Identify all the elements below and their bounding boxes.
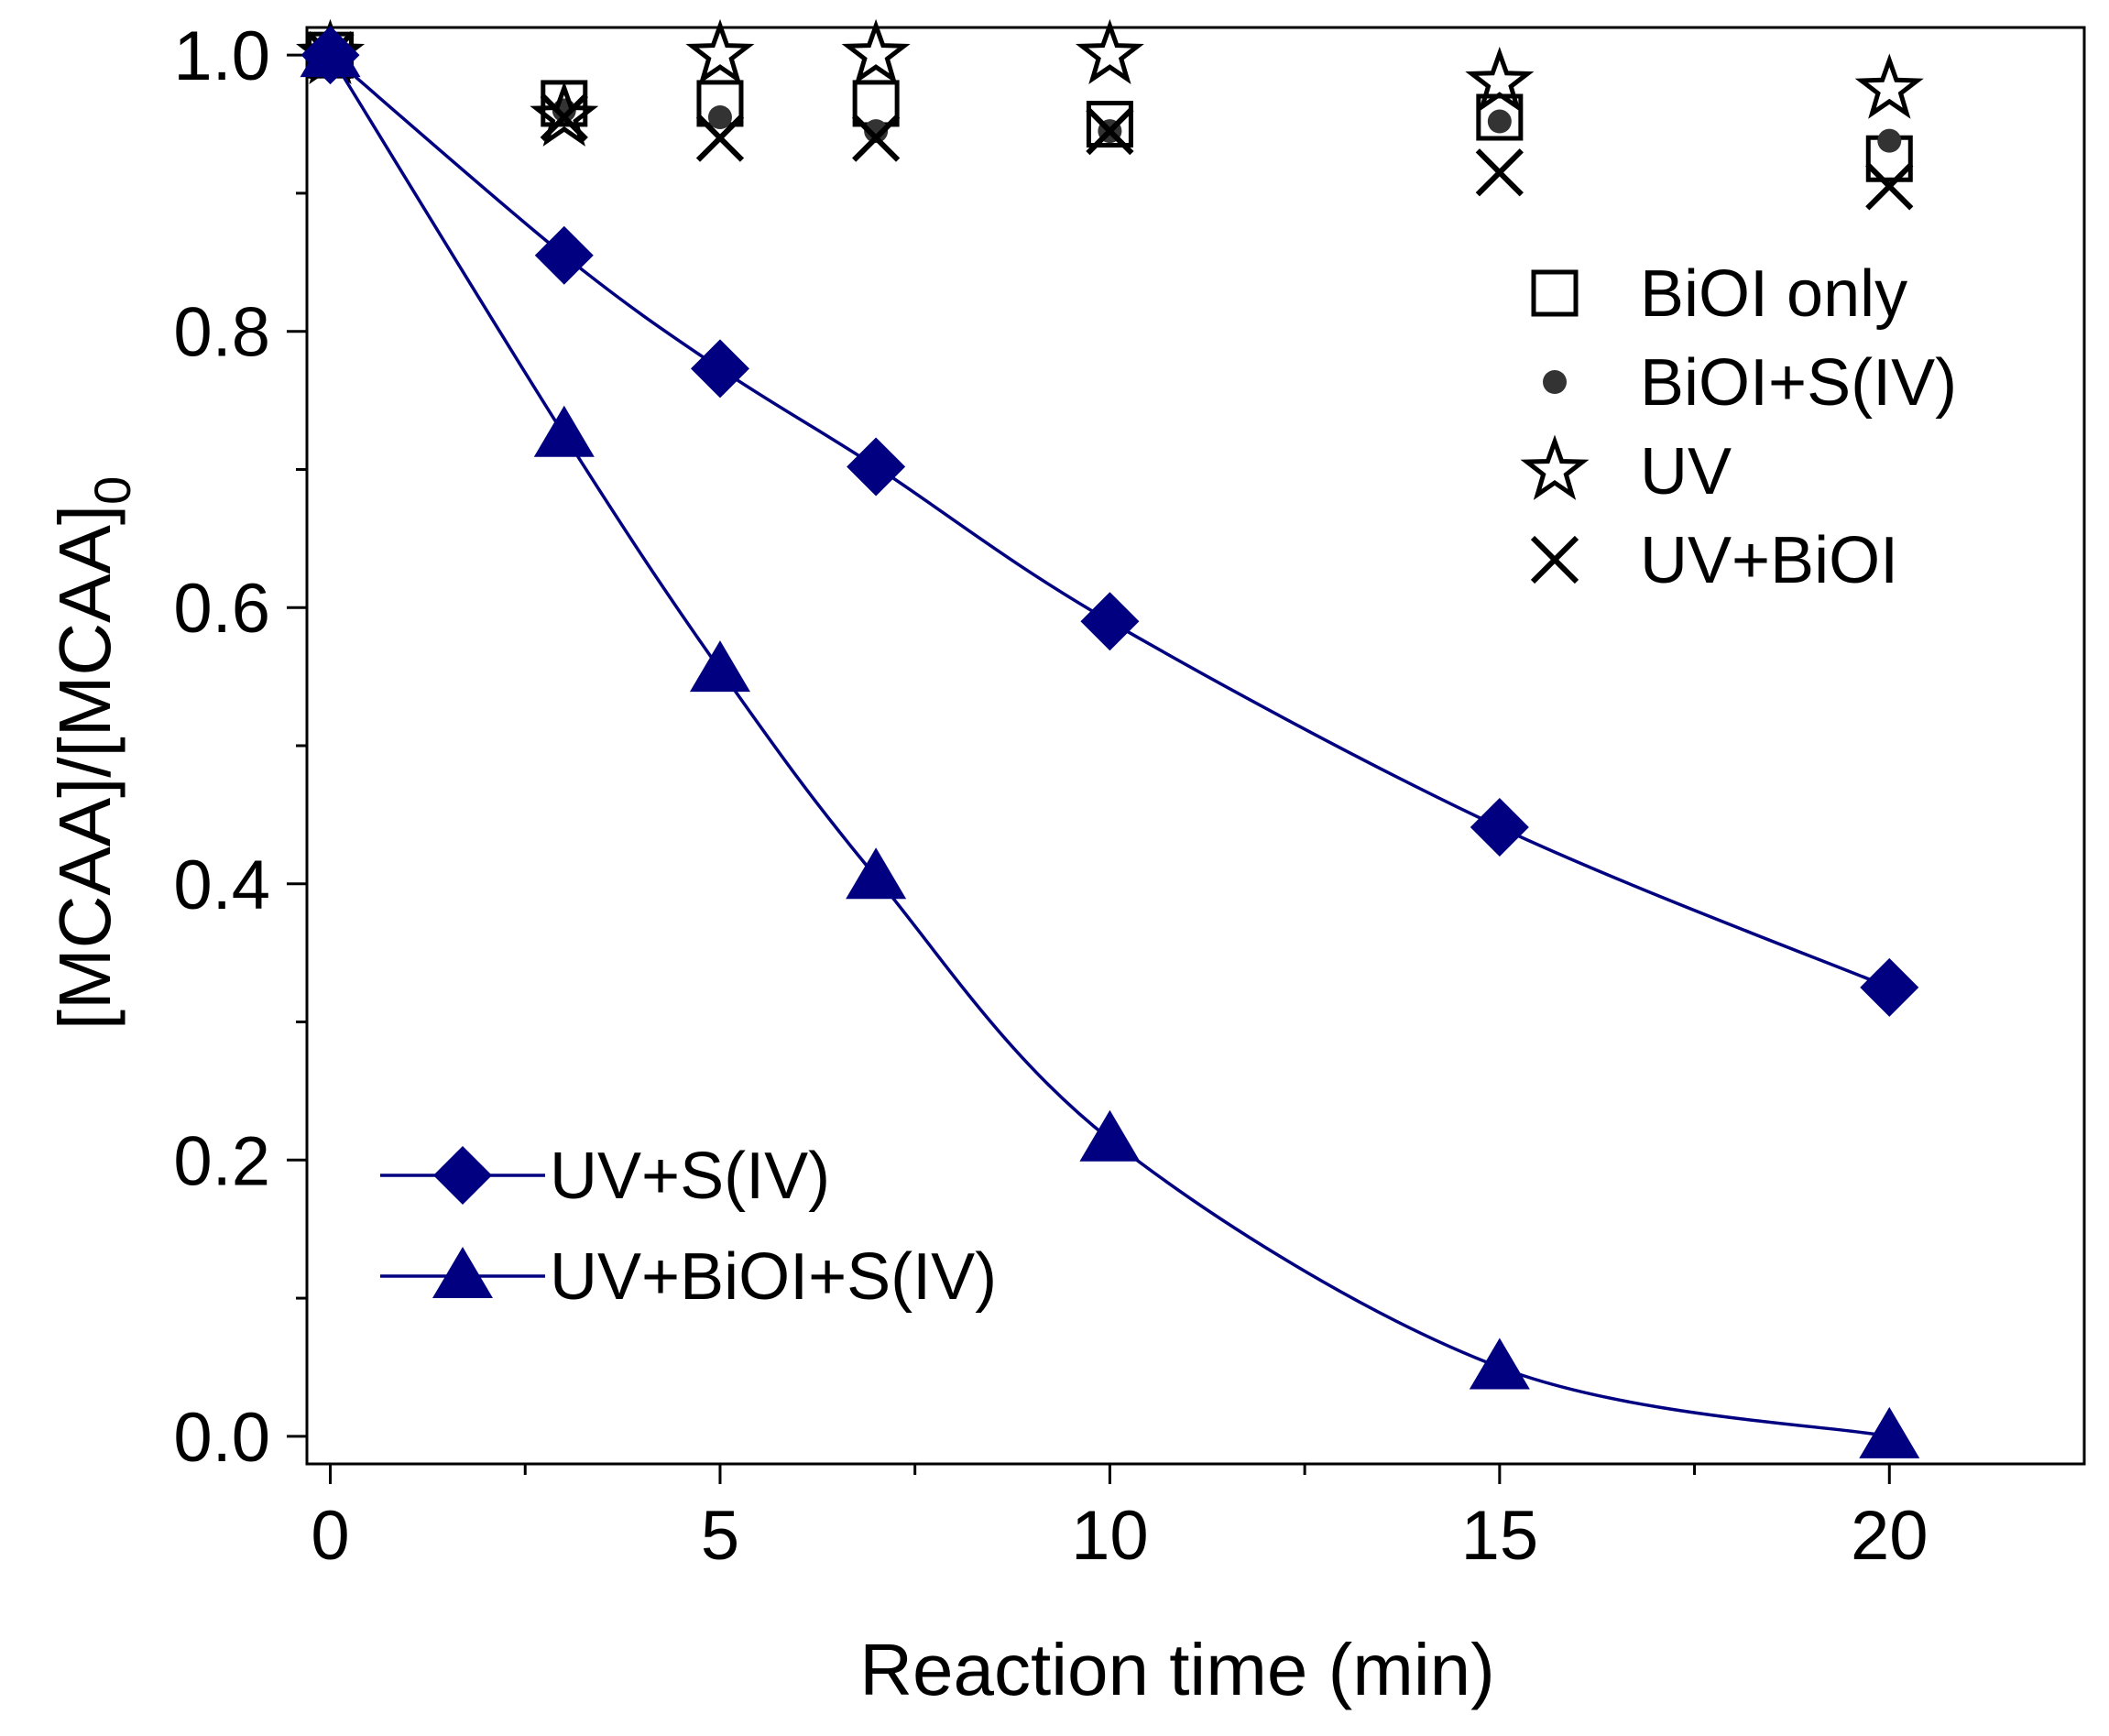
data-point bbox=[1465, 46, 1535, 113]
x-tick-label: 15 bbox=[1461, 1497, 1539, 1575]
data-point bbox=[695, 114, 745, 162]
data-point bbox=[707, 105, 732, 129]
y-tick-label: 0.6 bbox=[173, 570, 270, 648]
legend-marker bbox=[1531, 269, 1579, 317]
x-tick-label: 20 bbox=[1851, 1497, 1929, 1575]
y-tick-label: 0.8 bbox=[173, 294, 270, 372]
y-tick-label: 1.0 bbox=[173, 17, 270, 95]
legend-label: UV+BiOI+S(IV) bbox=[550, 1240, 997, 1314]
cross-stroke bbox=[1865, 162, 1914, 211]
legend-marker bbox=[432, 1247, 493, 1298]
data-point bbox=[689, 640, 750, 693]
data-point bbox=[540, 93, 588, 142]
legend-marker bbox=[1520, 434, 1590, 500]
series-line bbox=[329, 53, 1890, 989]
data-point bbox=[1854, 53, 1924, 119]
cross-stroke bbox=[540, 93, 588, 142]
series-layer bbox=[296, 18, 1924, 1458]
data-point bbox=[530, 81, 599, 147]
data-point bbox=[852, 114, 901, 162]
legend-bottom-left: UV+S(IV) UV+BiOI+S(IV) bbox=[380, 1140, 997, 1314]
data-point bbox=[300, 26, 361, 78]
data-point bbox=[690, 339, 749, 399]
legend-label: BiOI+S(IV) bbox=[1640, 346, 1957, 420]
legend-item: UV+BiOI+S(IV) bbox=[380, 1240, 997, 1314]
legend-item: UV+S(IV) bbox=[380, 1140, 830, 1213]
data-point bbox=[1865, 162, 1914, 211]
data-point bbox=[1475, 148, 1524, 197]
cross-stroke bbox=[1475, 148, 1524, 197]
data-point bbox=[1075, 18, 1144, 84]
series-uv bbox=[296, 18, 1924, 147]
data-point bbox=[1860, 957, 1919, 1017]
x-axis-title: Reaction time (min) bbox=[859, 1629, 1495, 1710]
legend-item: BiOI only bbox=[1531, 257, 1907, 331]
legend-marker bbox=[433, 1146, 492, 1205]
y-tick-label: 0.0 bbox=[173, 1399, 270, 1477]
legend-top-right: BiOI only BiOI+S(IV) UV UV+BiOI bbox=[1520, 257, 1957, 597]
series-uv-bioi-s-iv bbox=[300, 26, 1920, 1458]
data-point bbox=[1859, 1406, 1920, 1458]
data-point bbox=[685, 18, 755, 85]
legend-marker bbox=[1543, 370, 1567, 394]
y-axis-title-subscript: 0 bbox=[83, 476, 141, 505]
data-point bbox=[1086, 101, 1133, 148]
data-point bbox=[534, 225, 594, 285]
legend-label: BiOI only bbox=[1640, 257, 1907, 331]
data-point bbox=[864, 119, 889, 144]
legend-item: UV bbox=[1520, 434, 1732, 508]
y-tick-label: 0.4 bbox=[173, 846, 270, 924]
data-point bbox=[847, 437, 906, 497]
data-point bbox=[1470, 797, 1529, 857]
y-axis-title: [MCAA]/[MCAA]0 bbox=[44, 476, 141, 1031]
legend-marker bbox=[1530, 535, 1579, 584]
data-point bbox=[846, 847, 907, 900]
cross-stroke bbox=[852, 114, 901, 162]
data-point bbox=[1079, 1109, 1141, 1162]
data-point bbox=[1877, 128, 1902, 153]
legend-item: BiOI+S(IV) bbox=[1543, 346, 1957, 420]
x-tick-label: 0 bbox=[311, 1497, 349, 1575]
cross-stroke bbox=[1530, 535, 1579, 584]
x-tick-label: 5 bbox=[701, 1497, 739, 1575]
y-axis-title-main: [MCAA]/[MCAA] bbox=[44, 505, 126, 1030]
y-tick-label: 0.2 bbox=[173, 1122, 270, 1200]
x-axis: 0 5 10 15 20 bbox=[311, 1464, 1929, 1575]
data-point bbox=[1086, 106, 1134, 156]
data-point bbox=[1487, 109, 1512, 134]
data-point bbox=[1469, 1337, 1530, 1390]
series-uv-s-iv bbox=[301, 26, 1919, 1017]
legend-item: UV+BiOI bbox=[1530, 524, 1898, 597]
cross-stroke bbox=[1086, 106, 1134, 156]
legend-label: UV+BiOI bbox=[1640, 524, 1898, 597]
x-tick-label: 10 bbox=[1071, 1497, 1149, 1575]
data-point bbox=[1080, 592, 1140, 651]
data-point bbox=[852, 80, 900, 127]
data-point bbox=[841, 18, 911, 85]
data-point bbox=[533, 405, 595, 457]
y-axis: 0.0 0.2 0.4 0.6 0.8 1.0 bbox=[173, 17, 307, 1477]
legend-label: UV bbox=[1640, 435, 1732, 508]
cross-stroke bbox=[695, 114, 745, 162]
legend-label: UV+S(IV) bbox=[550, 1140, 830, 1213]
